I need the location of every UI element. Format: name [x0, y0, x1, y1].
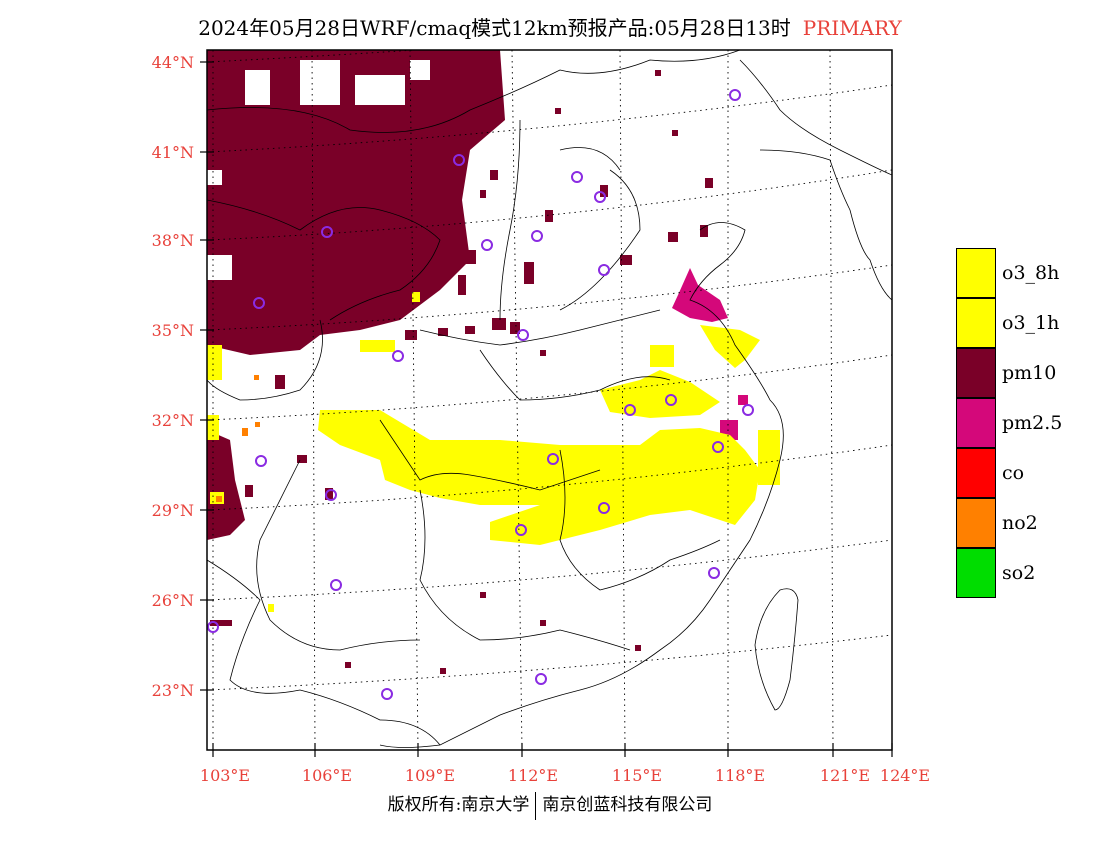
- station-marker: [665, 394, 677, 406]
- station-marker: [547, 453, 559, 465]
- station-marker: [594, 191, 606, 203]
- station-marker: [381, 688, 393, 700]
- station-marker: [392, 350, 404, 362]
- o3-area-coast: [700, 325, 760, 368]
- station-marker: [515, 524, 527, 536]
- station-marker: [453, 154, 465, 166]
- station-marker: [255, 455, 267, 467]
- lat-ticks: [200, 61, 214, 691]
- title-tag: PRIMARY: [802, 16, 902, 40]
- lon-label-115: 115°E: [611, 766, 663, 785]
- copyright-footer: 版权所有:南京大学 南京创蓝科技有限公司: [0, 790, 1100, 820]
- lon-label-106: 106°E: [301, 766, 353, 785]
- lat-label-38: 38°N: [151, 231, 194, 250]
- graticule: [207, 50, 892, 750]
- station-marker: [624, 404, 636, 416]
- lat-label-23: 23°N: [151, 681, 194, 700]
- station-marker: [207, 621, 219, 633]
- legend-label: o3_1h: [1002, 312, 1060, 334]
- legend-swatch: [956, 398, 996, 448]
- legend-label: o3_8h: [1002, 262, 1060, 284]
- station-marker: [321, 226, 333, 238]
- pm10-area-southwest: [207, 430, 245, 540]
- station-marker: [598, 264, 610, 276]
- legend-swatch: [956, 298, 996, 348]
- boundaries: [207, 50, 892, 748]
- footer-separator: [535, 791, 537, 820]
- station-marker: [708, 567, 720, 579]
- title-text: 2024年05月28日WRF/cmaq模式12km预报产品:05月28日13时: [198, 16, 791, 40]
- legend-swatch: [956, 248, 996, 298]
- lon-ticks: [212, 743, 893, 757]
- lon-label-112: 112°E: [507, 766, 559, 785]
- lon-label-118: 118°E: [714, 766, 766, 785]
- station-marker: [535, 673, 547, 685]
- korea-outline: [759, 149, 892, 301]
- station-marker: [481, 239, 493, 251]
- lat-label-29: 29°N: [151, 501, 194, 520]
- legend-label: pm10: [1002, 362, 1057, 384]
- station-marker: [598, 502, 610, 514]
- lon-label-109: 109°E: [404, 766, 456, 785]
- legend-label: co: [1002, 462, 1025, 484]
- lon-label-124: 124°E: [879, 766, 931, 785]
- legend-label: no2: [1002, 512, 1038, 534]
- legend-swatch: [956, 548, 996, 598]
- station-marker: [253, 297, 265, 309]
- pm10-gaps: [207, 60, 430, 280]
- map-frame: [206, 49, 893, 751]
- legend-label: pm2.5: [1002, 412, 1063, 434]
- no2-spots: [216, 375, 260, 502]
- lat-label-32: 32°N: [151, 411, 194, 430]
- copyright-left: 版权所有:南京大学: [387, 795, 530, 815]
- station-marker: [330, 579, 342, 591]
- legend-swatch: [956, 448, 996, 498]
- lat-label-41: 41°N: [151, 143, 194, 162]
- station-marker: [742, 404, 754, 416]
- station-marker: [325, 489, 337, 501]
- lon-label-103: 103°E: [199, 766, 251, 785]
- station-marker: [712, 441, 724, 453]
- legend-label: so2: [1002, 562, 1036, 584]
- lat-label-44: 44°N: [151, 53, 194, 72]
- o3-area-central-band: [318, 410, 760, 545]
- legend-swatch: [956, 498, 996, 548]
- station-markers: [207, 89, 754, 700]
- lat-label-26: 26°N: [151, 591, 194, 610]
- pm25-area-shandong: [672, 268, 728, 322]
- station-marker: [571, 171, 583, 183]
- taiwan-outline: [754, 588, 799, 711]
- station-marker: [517, 329, 529, 341]
- pm10-scatter: [210, 70, 713, 674]
- copyright-right: 南京创蓝科技有限公司: [542, 795, 713, 815]
- lon-label-121: 121°E: [819, 766, 871, 785]
- map-title: 2024年05月28日WRF/cmaq模式12km预报产品:05月28日13时 P…: [0, 12, 1100, 41]
- station-marker: [729, 89, 741, 101]
- legend-swatch: [956, 348, 996, 398]
- lat-label-35: 35°N: [151, 321, 194, 340]
- station-marker: [531, 230, 543, 242]
